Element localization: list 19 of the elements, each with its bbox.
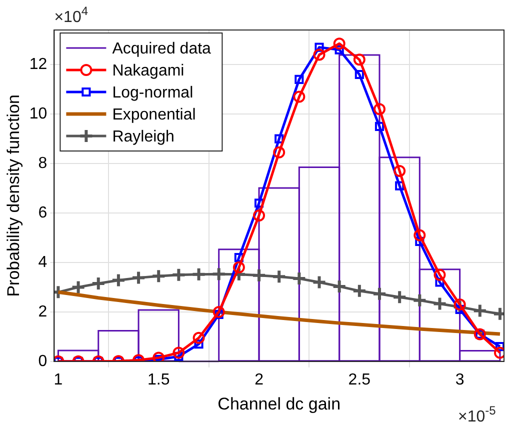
x-tick-label: 1.5 [147,371,170,388]
y-tick-label: 8 [38,154,48,172]
x-axis-title: Channel dc gain [218,394,341,414]
y-tick-label: 10 [29,105,48,122]
x-tick-label: 3 [455,371,464,388]
y-tick-label: 12 [29,56,48,74]
x-tick-label: 2.5 [348,371,371,388]
legend-label: Nakagami [112,62,184,80]
y-axis-title: Probability density function [4,94,23,297]
legend-label: Exponential [112,106,196,124]
y-tick-label: 0 [38,352,48,370]
legend-label: Log-normal [112,84,194,102]
legend-label: Rayleigh [112,128,174,146]
y-tick-label: 4 [38,254,48,271]
x-tick-label: 1 [54,371,63,388]
y-tick-label: 2 [38,303,48,320]
legend-label: Acquired data [112,40,212,58]
y-tick-label: 6 [38,204,48,222]
x-tick-label: 2 [254,371,264,388]
